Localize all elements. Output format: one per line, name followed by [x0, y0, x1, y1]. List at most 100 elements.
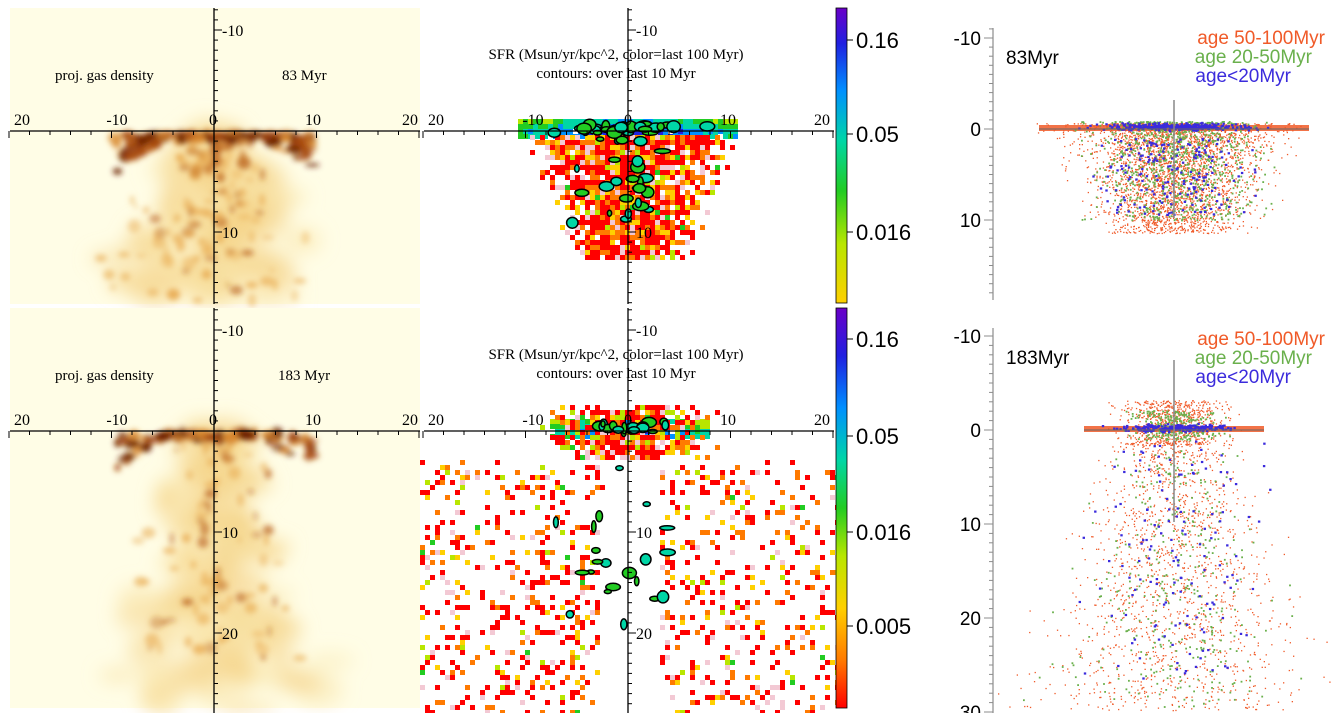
sfr-pixel: [615, 145, 620, 150]
sfr-pixel: [595, 215, 600, 220]
age-old-particle: [1112, 233, 1113, 234]
age-old-particle: [1129, 131, 1130, 132]
age-old-particle: [1154, 190, 1155, 191]
sfr-pixel: [655, 210, 660, 215]
gas-clump: [295, 156, 309, 161]
age-old-particle: [1209, 147, 1210, 148]
age-old-particle: [1117, 147, 1118, 148]
age-old-particle: [1206, 189, 1207, 190]
gas-clump: [249, 231, 255, 242]
sfr-pixel: [685, 230, 690, 235]
age-old-particle: [1120, 229, 1121, 230]
sfr-pixel: [725, 165, 730, 170]
age-old-particle: [1180, 205, 1181, 206]
age-old-particle: [1170, 223, 1171, 224]
age-old-particle: [1067, 180, 1068, 181]
age-old-particle: [1233, 223, 1234, 224]
age-old-particle: [1101, 206, 1102, 207]
gas-clump: [126, 142, 135, 152]
sfr-pixel: [610, 165, 615, 170]
age-old-particle: [1139, 201, 1140, 202]
age-old-particle: [1222, 189, 1223, 190]
age-old-particle: [1130, 212, 1131, 213]
age-old-particle: [1246, 134, 1247, 135]
sfr-pixel: [680, 185, 685, 190]
age-old-particle: [1217, 225, 1218, 226]
age-old-particle: [1203, 132, 1204, 133]
sfr-pixel: [645, 255, 650, 260]
age-old-particle: [1183, 194, 1184, 195]
sfr-pixel: [570, 175, 575, 180]
age-old-particle: [1235, 157, 1236, 158]
gas-clump: [248, 294, 256, 308]
age-old-particle: [1180, 158, 1181, 159]
age-old-particle: [1193, 196, 1194, 197]
sfr-pixel: [650, 155, 655, 160]
age-old-particle: [1082, 201, 1083, 202]
sfr-pixel: [615, 190, 620, 195]
gas-clump: [255, 210, 263, 215]
age-old-particle: [1171, 197, 1172, 198]
age-old-particle: [1107, 182, 1108, 183]
age-old-particle: [1248, 151, 1249, 152]
sfr-pixel: [590, 165, 595, 170]
age-old-particle: [1202, 173, 1203, 174]
sfr-pixel: [670, 225, 675, 230]
gas-clump: [259, 194, 265, 207]
sfr-pixel: [585, 200, 590, 205]
sfr-pixel: [570, 135, 575, 140]
gas-clump: [193, 133, 206, 143]
sfr-pixel: [545, 140, 550, 145]
sfr-pixel: [575, 205, 580, 210]
sfr-pixel: [710, 180, 715, 185]
colorbar-tick-label: 0.16: [856, 28, 899, 53]
sfr-pixel: [570, 180, 575, 185]
age-old-particle: [1124, 192, 1125, 193]
age-old-particle: [1114, 214, 1115, 215]
sfr-pixel: [565, 190, 570, 195]
sfr-pixel: [660, 195, 665, 200]
age-old-particle: [1119, 153, 1120, 154]
age-old-particle: [1130, 132, 1131, 133]
age-old-particle: [1118, 136, 1119, 137]
sfr-pixel: [675, 225, 680, 230]
age-old-particle: [1271, 152, 1272, 153]
age-old-particle: [1226, 135, 1227, 136]
age-old-particle: [1161, 176, 1162, 177]
age-old-particle: [1147, 222, 1148, 223]
age-old-particle: [1231, 158, 1232, 159]
age-old-particle: [1162, 233, 1163, 234]
sfr-pixel: [605, 195, 610, 200]
sfr-pixel: [555, 155, 560, 160]
gas-clump: [272, 279, 278, 291]
sfr-pixel: [680, 220, 685, 225]
age-old-particle: [1198, 225, 1199, 226]
gas-clump: [118, 252, 130, 257]
age-old-particle: [1275, 185, 1276, 186]
sfr-pixel: [730, 145, 735, 150]
sfr-pixel: [650, 215, 655, 220]
age-old-particle: [1239, 154, 1240, 155]
age-old-particle: [1187, 134, 1188, 135]
age-old-particle: [1208, 172, 1209, 173]
age-old-particle: [1201, 180, 1202, 181]
age-old-particle: [1200, 133, 1201, 134]
age-old-particle: [1265, 132, 1266, 133]
sfr-pixel: [605, 165, 610, 170]
age-old-particle: [1191, 143, 1192, 144]
sfr-pixel: [570, 140, 575, 145]
age-old-particle: [1169, 176, 1170, 177]
age-old-particle: [1196, 230, 1197, 231]
sfr-pixel: [665, 140, 670, 145]
age-old-particle: [1123, 139, 1124, 140]
gas-clump: [156, 227, 167, 239]
sfr-pixel: [680, 150, 685, 155]
sfr-pixel: [595, 205, 600, 210]
sfr-pixel: [670, 155, 675, 160]
sfr-pixel: [580, 225, 585, 230]
age-old-particle: [1125, 179, 1126, 180]
age-old-particle: [1251, 137, 1252, 138]
sfr-pixel: [600, 240, 605, 245]
sfr-pixel: [720, 155, 725, 160]
